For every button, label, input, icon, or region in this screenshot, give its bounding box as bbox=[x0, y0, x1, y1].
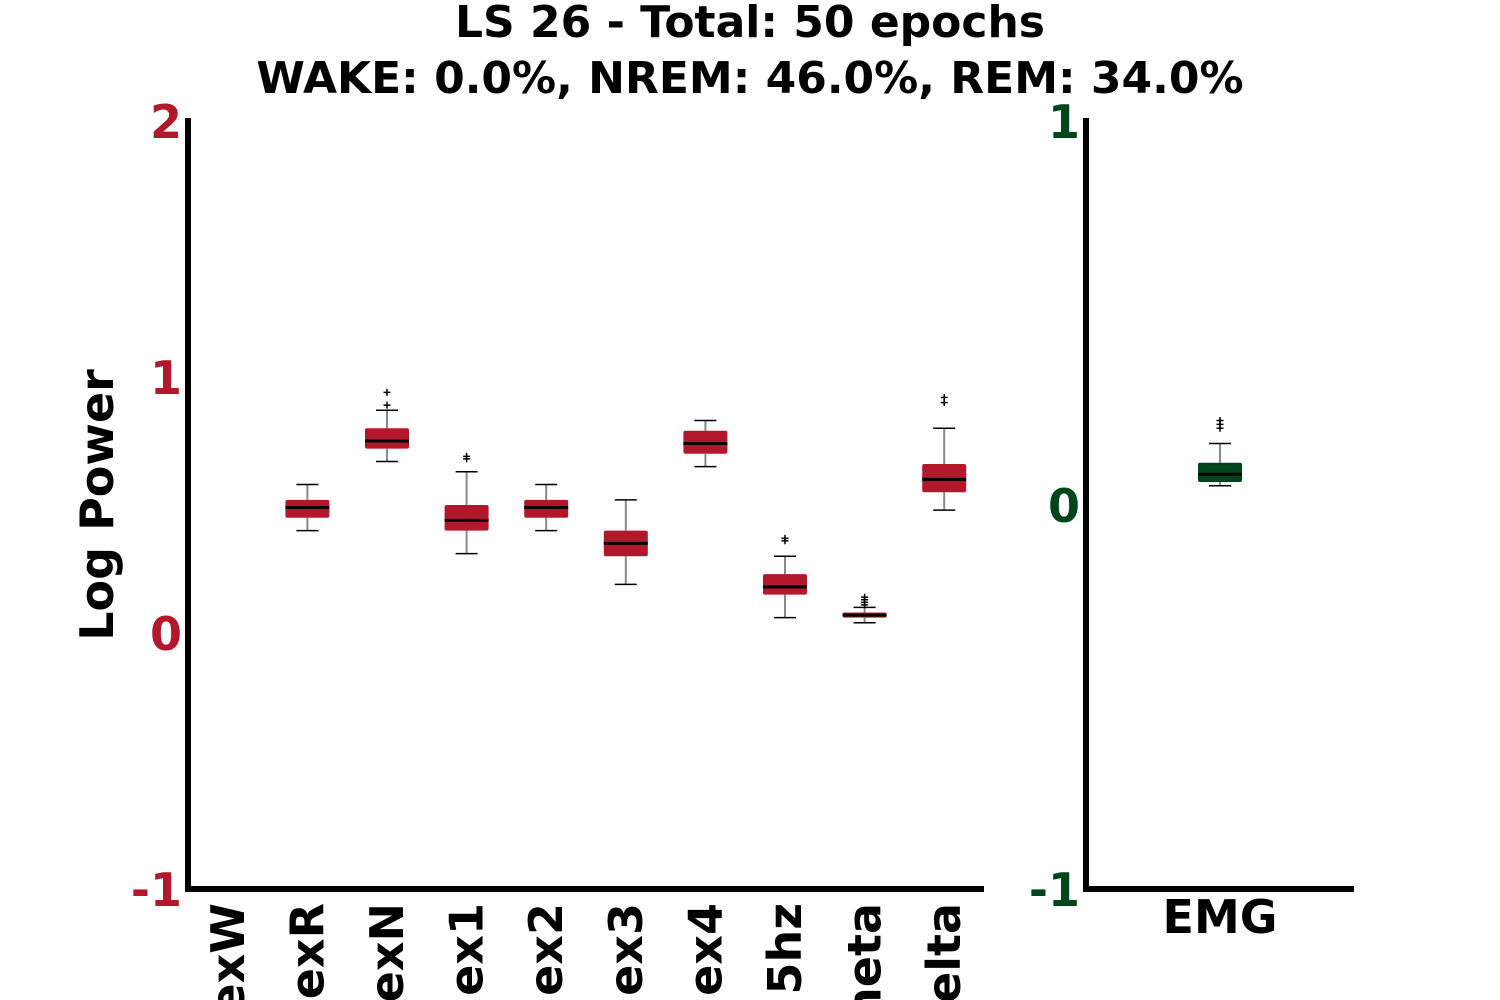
y-axis-label: Log Power bbox=[70, 369, 124, 641]
outlier-marker bbox=[781, 534, 789, 542]
eeg-box-ex2 bbox=[524, 483, 569, 532]
emg-y-tick-label: 1 bbox=[1048, 95, 1080, 149]
eeg-box-exN bbox=[365, 388, 409, 463]
emg-y-tick-label: 0 bbox=[1048, 479, 1080, 533]
box-body bbox=[365, 428, 409, 449]
outlier-marker bbox=[861, 593, 869, 601]
eeg-x-tick-label: ex2 bbox=[519, 903, 573, 996]
eeg-y-tick-label: -1 bbox=[131, 863, 182, 917]
outlier-marker bbox=[1216, 417, 1224, 425]
emg-box-EMG bbox=[1198, 417, 1242, 487]
box-body bbox=[444, 505, 489, 531]
box-body bbox=[763, 574, 807, 595]
chart-title-line-1: LS 26 - Total: 50 epochs bbox=[455, 0, 1045, 48]
eeg-box-elta bbox=[922, 393, 967, 511]
eeg-x-tick-label: ex1 bbox=[440, 903, 494, 996]
eeg-box-neta bbox=[842, 593, 887, 624]
eeg-y-tick-label: 0 bbox=[150, 607, 182, 661]
outlier-marker bbox=[383, 388, 391, 396]
eeg-box-exR bbox=[285, 483, 330, 532]
eeg-x-tick-label: exR bbox=[280, 903, 334, 999]
outlier-marker bbox=[463, 452, 471, 460]
eeg-box-5hz bbox=[763, 534, 807, 619]
chart-title-line-2: WAKE: 0.0%, NREM: 46.0%, REM: 34.0% bbox=[256, 53, 1243, 104]
eeg-x-tick-label: exN bbox=[360, 903, 414, 1000]
eeg-panel: -1 0 1 2 exW exR exN ex1 ex2 ex3 ex4 5hz neta elta bbox=[131, 95, 984, 1000]
eeg-box-ex3 bbox=[603, 499, 648, 586]
outlier-marker bbox=[940, 393, 948, 401]
eeg-y-tick-label: 2 bbox=[150, 95, 182, 149]
outlier-marker bbox=[383, 401, 391, 409]
eeg-x-tick-label: exW bbox=[201, 903, 255, 1000]
eeg-box-ex4 bbox=[683, 419, 728, 468]
eeg-x-tick-label: elta bbox=[917, 903, 971, 1000]
emg-y-tick-label: -1 bbox=[1029, 863, 1080, 917]
emg-x-tick-label: EMG bbox=[1163, 890, 1278, 944]
box-body bbox=[1198, 462, 1242, 482]
eeg-x-tick-label: neta bbox=[838, 903, 892, 1000]
eeg-x-tick-label: 5hz bbox=[758, 903, 812, 995]
eeg-x-tick-label: ex4 bbox=[678, 903, 732, 996]
eeg-y-tick-label: 1 bbox=[150, 351, 182, 405]
emg-panel: -1 0 1 EMG bbox=[1029, 95, 1354, 944]
eeg-box-ex1 bbox=[444, 452, 489, 555]
eeg-x-tick-label: ex3 bbox=[599, 903, 653, 996]
